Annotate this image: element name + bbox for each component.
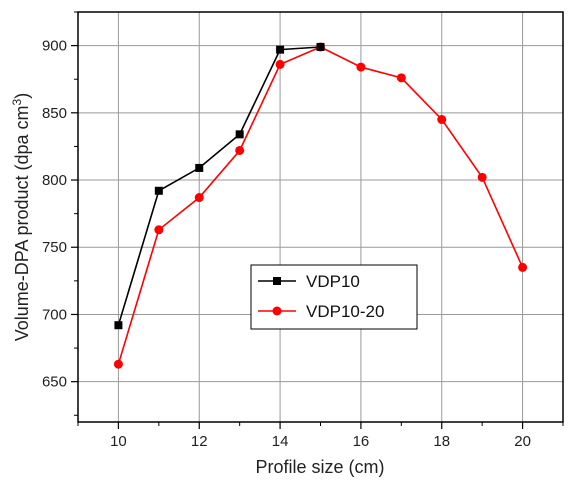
x-tick-label: 16	[353, 433, 370, 450]
x-axis-title: Profile size (cm)	[255, 457, 384, 477]
data-point-vdp10-20	[194, 193, 204, 203]
x-tick-label: 10	[110, 433, 127, 450]
data-point-vdp10	[154, 186, 163, 195]
data-point-vdp10-20	[235, 145, 245, 155]
x-tick-label: 18	[433, 433, 450, 450]
y-tick-label: 850	[42, 105, 67, 122]
legend-box	[250, 264, 418, 330]
data-point-vdp10-20	[477, 172, 487, 182]
y-axis-title-superscript: 3	[10, 98, 24, 105]
data-point-vdp10-20	[518, 262, 528, 272]
axis-ticks: 10 12 14 16 18 20 650 700 750 800 850 900	[42, 11, 564, 450]
y-tick-label: 650	[42, 374, 67, 391]
x-tick-label: 12	[191, 433, 208, 450]
y-axis-title: Volume-DPA product (dpa cm3)	[10, 93, 32, 341]
legend: VDP10 VDP10-20	[250, 264, 418, 330]
data-point-vdp10	[316, 42, 325, 51]
series-markers	[113, 42, 528, 369]
plot-background	[78, 12, 563, 422]
y-tick-label: 750	[42, 239, 67, 256]
data-point-vdp10-20	[275, 59, 285, 69]
y-axis-title-close: )	[12, 93, 32, 99]
data-point-vdp10	[235, 130, 244, 139]
y-axis-title-main: Volume-DPA product (dpa cm	[12, 105, 32, 341]
y-tick-label: 900	[42, 38, 67, 55]
legend-label-vdp10: VDP10	[306, 272, 360, 291]
legend-marker-vdp10-20	[272, 306, 282, 316]
x-tick-label: 20	[514, 433, 531, 450]
data-point-vdp10	[195, 163, 204, 172]
legend-marker-vdp10	[273, 277, 281, 285]
data-point-vdp10-20	[154, 225, 164, 235]
data-point-vdp10	[114, 321, 123, 330]
y-tick-label: 800	[42, 172, 67, 189]
data-point-vdp10-20	[113, 359, 123, 369]
series-line-vdp10	[117, 46, 321, 326]
legend-label-vdp10-20: VDP10-20	[306, 302, 384, 321]
x-tick-label: 14	[272, 433, 289, 450]
data-point-vdp10	[276, 45, 285, 54]
y-tick-label: 700	[42, 306, 67, 323]
data-point-vdp10-20	[396, 73, 406, 83]
data-point-vdp10-20	[437, 115, 447, 125]
data-point-vdp10-20	[356, 62, 366, 72]
